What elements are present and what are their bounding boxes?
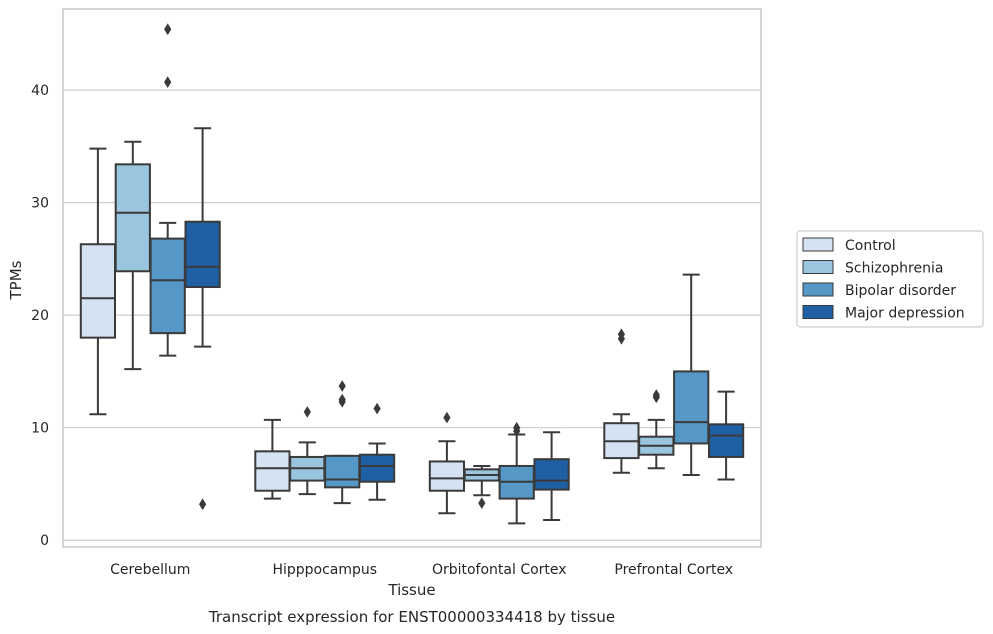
legend-swatch [802, 237, 834, 252]
box-iqr [184, 220, 221, 289]
outlier-point [164, 23, 172, 36]
legend-entry: Schizophrenia [845, 261, 943, 277]
box-schizophrenia [463, 464, 500, 509]
y-tick-label: 10 [31, 421, 49, 437]
box-bipolar-disorder [324, 380, 361, 505]
boxes [79, 23, 745, 525]
y-tick-label: 30 [31, 196, 49, 212]
box-iqr [114, 163, 151, 273]
y-tick-label: 20 [31, 308, 49, 324]
outlier-point [164, 76, 172, 89]
legend-swatch [802, 305, 834, 319]
box-iqr [79, 243, 117, 339]
y-axis-label: TPMs [7, 260, 25, 300]
outlier-point [303, 406, 311, 418]
outlier-point [338, 393, 346, 406]
outlier-point [617, 328, 625, 341]
box-major-depression [184, 127, 221, 511]
box-bipolar-disorder [673, 273, 710, 476]
outlier-point [513, 421, 521, 434]
box-iqr [358, 453, 396, 483]
chart-title: Transcript expression for ENST0000033441… [208, 608, 615, 626]
outlier-point [652, 389, 660, 401]
legend-frame [796, 230, 984, 328]
x-tick-label: Prefrontal Cortex [614, 562, 733, 578]
box-schizophrenia [638, 389, 675, 470]
legend-swatch [802, 260, 834, 274]
box-major-depression [707, 390, 745, 481]
outlier-point [338, 380, 346, 392]
box-control [428, 411, 466, 515]
legend: Control Schizophrenia Bipolar disorder Majo… [796, 230, 984, 328]
box-iqr [707, 423, 745, 458]
x-ticks: Cerebellum Hipppocampus Orbitofontal Corte… [110, 562, 733, 578]
legend-swatch [802, 282, 834, 297]
outlier-point [478, 497, 486, 509]
box-schizophrenia [289, 406, 326, 496]
outlier-point [443, 411, 451, 424]
box-bipolar-disorder [498, 421, 535, 525]
legend-entry: Major depression [845, 306, 965, 322]
box-control [79, 147, 117, 416]
outlier-point [199, 498, 207, 511]
y-ticks: 0 10 20 30 40 [31, 83, 49, 549]
box-iqr [324, 454, 361, 489]
legend-entry: Control [845, 238, 896, 254]
box-major-depression [358, 402, 396, 501]
legend-entry: Bipolar disorder [845, 283, 956, 299]
box-control [254, 418, 291, 500]
box-iqr [428, 460, 466, 492]
box-major-depression [533, 431, 570, 521]
y-tick-label: 40 [31, 83, 49, 99]
box-iqr [533, 458, 570, 491]
x-axis-label: Tissue [387, 581, 435, 599]
box-iqr [254, 450, 291, 492]
x-tick-label: Orbitofontal Cortex [432, 562, 567, 578]
x-tick-label: Hipppocampus [272, 562, 377, 578]
box-iqr [149, 237, 186, 335]
box-iqr [673, 370, 710, 445]
box-schizophrenia [114, 140, 151, 371]
plot-frame [62, 8, 762, 548]
box-bipolar-disorder [149, 23, 186, 357]
y-tick-label: 0 [40, 533, 49, 549]
outlier-point [373, 402, 381, 415]
box-control [603, 328, 640, 474]
x-tick-label: Cerebellum [110, 562, 190, 578]
